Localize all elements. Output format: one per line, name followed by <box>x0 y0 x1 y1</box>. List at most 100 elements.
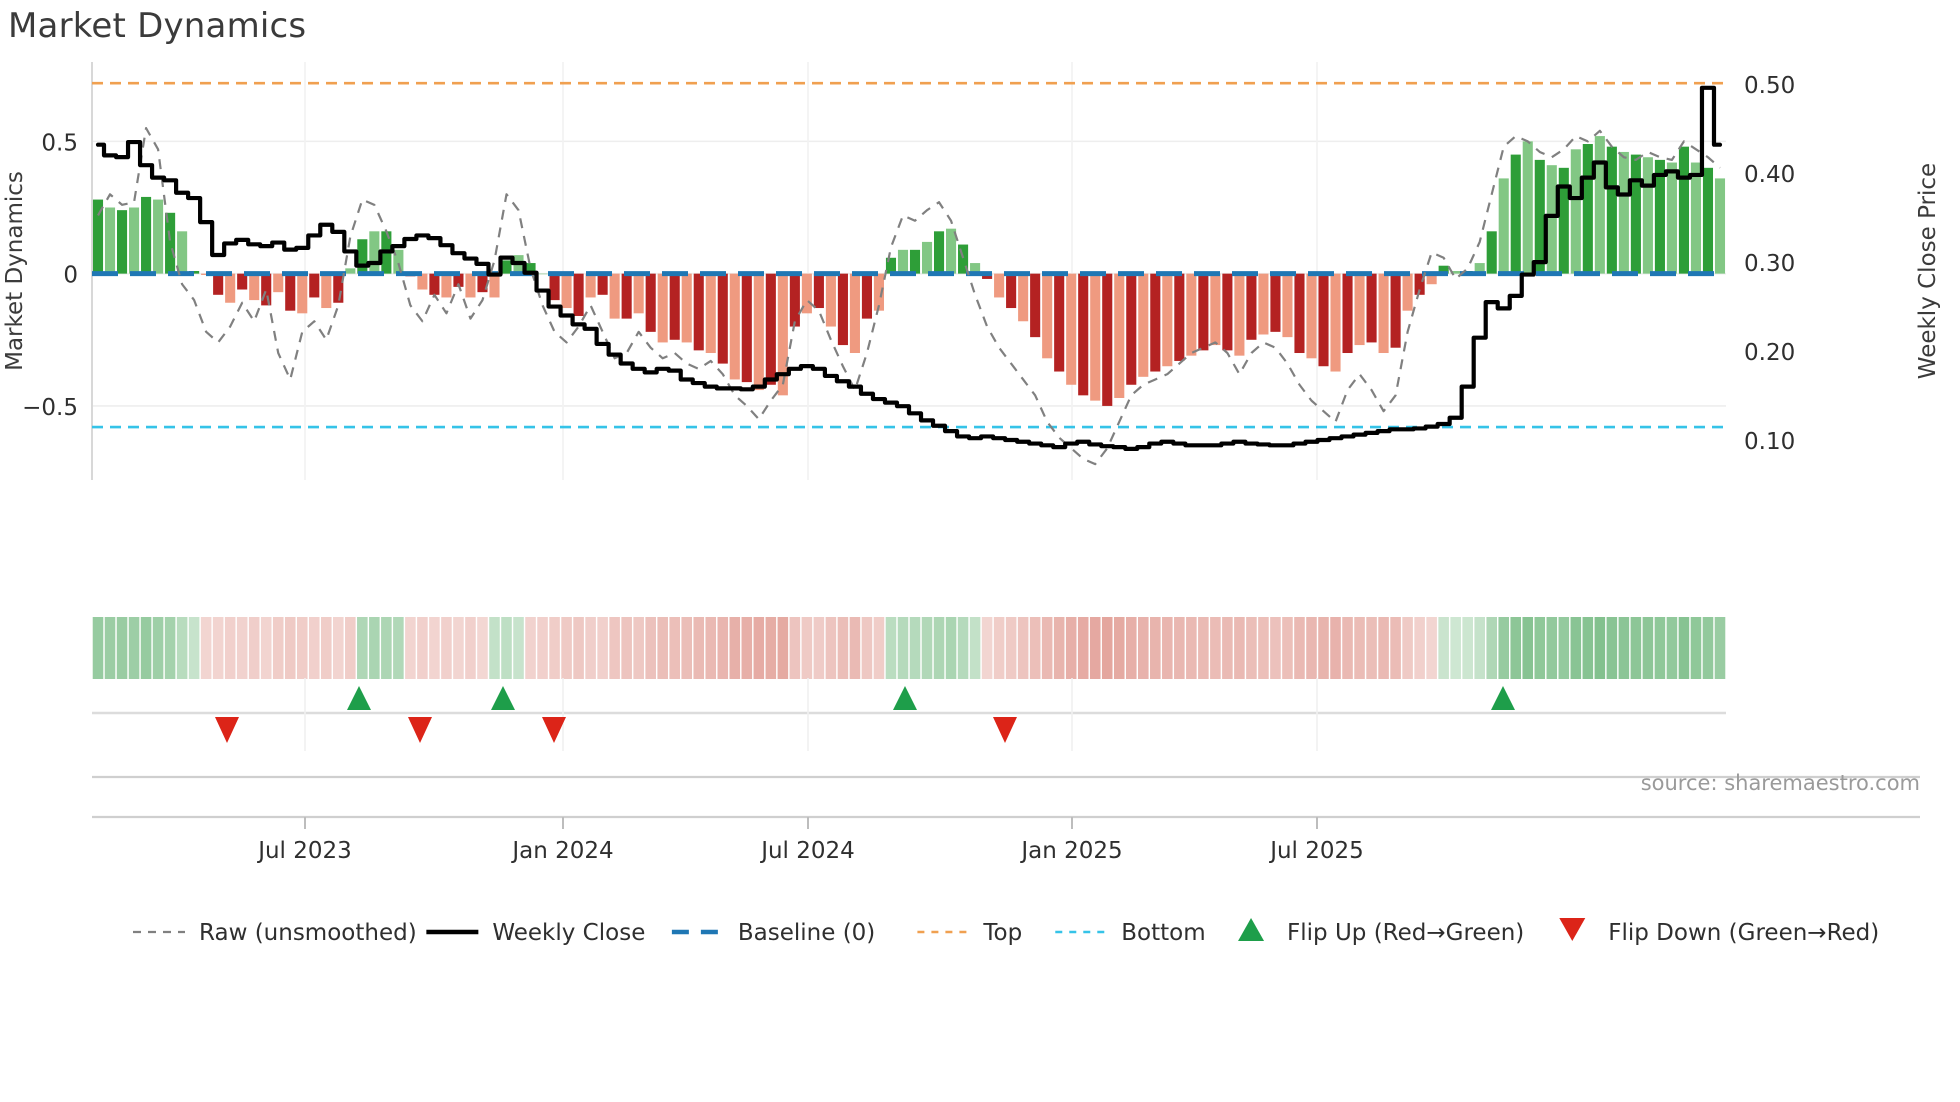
heatmap-cell <box>1294 617 1305 679</box>
bar <box>885 257 897 274</box>
bar <box>1258 273 1269 335</box>
bar <box>1534 159 1545 274</box>
heatmap-cell <box>501 617 512 679</box>
heatmap-cell <box>837 617 849 679</box>
bar <box>1342 273 1353 354</box>
bar <box>357 239 368 274</box>
bar <box>1318 273 1329 367</box>
bar <box>1690 162 1702 274</box>
x-tick-label: Jan 2025 <box>1019 838 1122 864</box>
bar <box>1546 165 1557 274</box>
bar <box>285 273 296 311</box>
heatmap-cell <box>741 617 753 679</box>
heatmap-cell <box>1630 617 1642 679</box>
bar <box>1102 273 1113 406</box>
bar <box>633 273 644 314</box>
x-tick-label: Jan 2024 <box>510 838 613 864</box>
flip-up-marker[interactable] <box>347 686 371 710</box>
heatmap-cell <box>1510 617 1522 679</box>
bar <box>273 273 284 293</box>
left-tick-label: 0.5 <box>41 130 78 156</box>
chart-legend: Raw (unsmoothed) Weekly Close Baseline (0)… <box>133 918 1879 946</box>
heatmap-cell <box>621 617 632 679</box>
bar <box>129 207 140 274</box>
heatmap-cell <box>104 617 116 679</box>
heatmap-cell <box>573 617 584 679</box>
bar <box>1558 167 1569 274</box>
bar <box>1414 273 1425 295</box>
heatmap-cell <box>1270 617 1281 679</box>
bar <box>741 273 752 383</box>
heatmap-cell <box>1558 617 1570 679</box>
heatmap-cell <box>681 617 693 679</box>
heatmap-cell <box>1125 617 1137 679</box>
bar <box>465 273 476 298</box>
bars-layer <box>92 136 1726 406</box>
heatmap-cell <box>1234 617 1245 679</box>
bar <box>369 231 380 274</box>
bar <box>777 273 788 396</box>
heatmap-cell <box>1606 617 1618 679</box>
left-tick-label: −0.5 <box>22 395 78 421</box>
heatmap-cell <box>1546 617 1558 679</box>
heatmap-cell <box>1486 617 1497 679</box>
heatmap-cell <box>417 617 428 679</box>
footer-rules: source: sharemaestro.com <box>92 771 1920 819</box>
bar <box>789 273 800 327</box>
heatmap-cell <box>284 617 296 679</box>
heatmap-cell <box>1378 617 1389 679</box>
bar <box>609 273 620 319</box>
bar <box>573 273 584 316</box>
heatmap-cell <box>897 617 909 679</box>
flip-down-marker[interactable] <box>215 717 239 743</box>
flip-down-marker[interactable] <box>408 717 432 743</box>
heatmap-cell <box>969 617 981 679</box>
right-tick-label: 0.40 <box>1744 162 1795 188</box>
bar <box>1162 273 1173 367</box>
x-tick-label: Jul 2024 <box>759 838 855 864</box>
bar <box>321 273 332 309</box>
flip-down-marker[interactable] <box>993 717 1017 743</box>
heatmap-cell <box>1498 617 1510 679</box>
heatmap-cell <box>909 617 921 679</box>
bar <box>813 273 824 309</box>
heatmap-cell <box>1594 617 1606 679</box>
heatmap-cell <box>525 617 536 679</box>
heatmap-cell <box>1162 617 1173 679</box>
heatmap-cell <box>1450 617 1461 679</box>
heatmap-cell <box>933 617 945 679</box>
legend-label: Baseline (0) <box>738 920 875 946</box>
bar <box>921 241 933 274</box>
heatmap-cell <box>1089 617 1101 679</box>
heatmap-cell <box>176 617 188 679</box>
heatmap-cell <box>128 617 140 679</box>
bar <box>1486 231 1497 274</box>
flip-up-marker[interactable] <box>491 686 515 710</box>
bar <box>309 273 320 298</box>
heatmap-cell <box>1366 617 1377 679</box>
flip-down-marker[interactable] <box>542 717 566 743</box>
heatmap-cell <box>669 617 680 679</box>
bar <box>1378 273 1389 354</box>
flip-up-marker[interactable] <box>1491 686 1515 710</box>
heatmap-cell <box>1330 617 1341 679</box>
flip-up-marker[interactable] <box>893 686 917 710</box>
heatmap-cell <box>405 617 416 679</box>
heatmap-cell <box>981 617 993 679</box>
bar <box>1390 273 1401 348</box>
bar <box>1282 273 1293 338</box>
heatmap-cell <box>1306 617 1317 679</box>
heatmap-cell <box>921 617 933 679</box>
bar <box>1654 159 1665 274</box>
heatmap-cell <box>92 617 104 679</box>
heatmap-cell <box>993 617 1005 679</box>
heatmap-cell <box>489 617 500 679</box>
bar <box>729 273 740 380</box>
heatmap-cell <box>537 617 548 679</box>
heatmap-background <box>92 617 1726 679</box>
bar <box>1234 273 1245 356</box>
bar <box>1090 273 1101 401</box>
heatmap-cell <box>789 617 801 679</box>
heatmap-cell <box>825 617 837 679</box>
bar <box>92 199 104 274</box>
